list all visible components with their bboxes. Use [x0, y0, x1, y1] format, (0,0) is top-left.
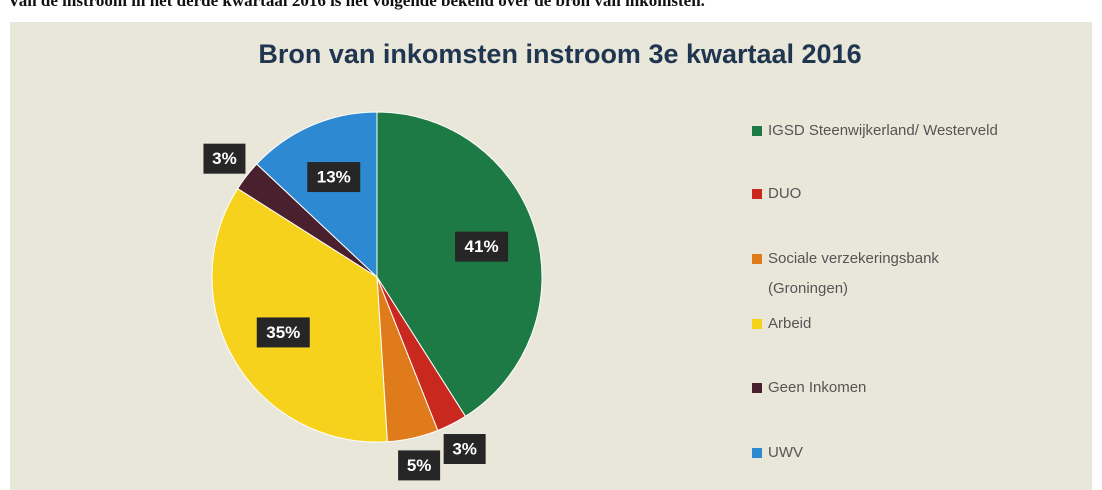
legend-label: DUO: [768, 185, 802, 202]
legend-item: DUO: [752, 179, 1082, 209]
legend-swatch: [752, 448, 762, 458]
data-label: 3%: [212, 149, 237, 168]
legend-swatch: [752, 254, 762, 264]
legend-label: Geen Inkomen: [768, 379, 867, 396]
legend-label: IGSD Steenwijkerland/ Westerveld: [768, 122, 998, 139]
chart-background: [10, 22, 1092, 490]
caption: Van de instroom in het derde kwartaal 20…: [8, 0, 705, 10]
data-label-box: [398, 450, 441, 481]
legend-swatch: [752, 126, 762, 136]
data-label-box: [256, 317, 310, 348]
legend-item: Geen Inkomen: [752, 373, 1082, 403]
legend-label: Arbeid: [768, 315, 812, 332]
legend-swatch: [752, 383, 762, 393]
legend-swatch: [752, 189, 762, 199]
data-label: 3%: [452, 439, 477, 458]
data-label: 5%: [407, 456, 432, 475]
data-label: 35%: [266, 323, 300, 342]
legend-label: Sociale verzekeringsbank (Groningen): [768, 250, 939, 297]
data-label-box: [455, 231, 509, 262]
pie-slice: [211, 187, 388, 443]
legend-item: Sociale verzekeringsbank (Groningen): [752, 244, 1002, 304]
data-label: 13%: [317, 168, 351, 187]
legend-label: UWV: [768, 444, 803, 461]
legend-item: Arbeid: [752, 309, 1082, 339]
data-label-box: [203, 143, 246, 174]
pie-slice: [376, 111, 543, 418]
data-label: 41%: [465, 237, 499, 256]
data-label-box: [443, 434, 486, 465]
legend-item: UWV: [752, 438, 1082, 468]
data-label-box: [307, 162, 361, 193]
pie-slice: [256, 111, 378, 279]
legend-item: IGSD Steenwijkerland/ Westerveld: [752, 116, 1082, 146]
legend-swatch: [752, 319, 762, 329]
chart-title: Bron van inkomsten instroom 3e kwartaal …: [258, 39, 861, 69]
